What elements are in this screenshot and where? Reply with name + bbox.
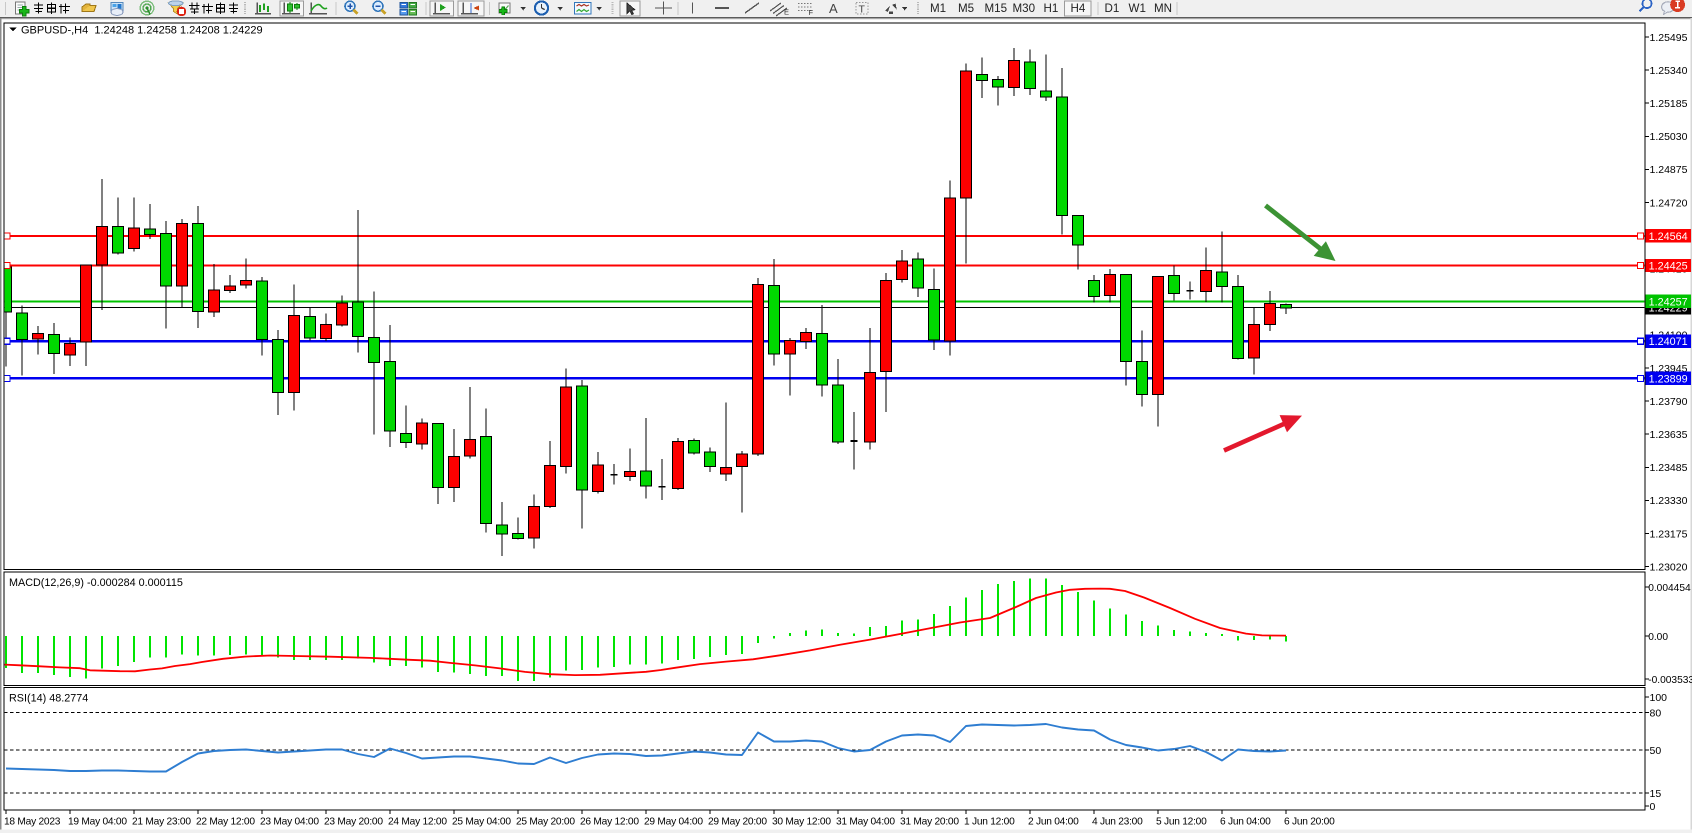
svg-text:15: 15: [1650, 788, 1662, 800]
svg-text:4 Jun 23:00: 4 Jun 23:00: [1092, 817, 1143, 828]
svg-text:1.23790: 1.23790: [1650, 396, 1688, 408]
svg-text:0.00: 0.00: [1648, 632, 1668, 643]
svg-text:1.25185: 1.25185: [1650, 98, 1688, 110]
svg-text:1.23485: 1.23485: [1650, 462, 1688, 474]
svg-text:100: 100: [1650, 692, 1668, 704]
svg-text:MN: MN: [1154, 2, 1172, 15]
svg-text:MACD(12,26,9) -0.000284 0.0001: MACD(12,26,9) -0.000284 0.000115: [9, 577, 183, 589]
svg-text:31 May 20:00: 31 May 20:00: [900, 817, 959, 828]
svg-text:5 Jun 12:00: 5 Jun 12:00: [1156, 817, 1207, 828]
svg-text:M5: M5: [958, 2, 974, 15]
svg-text:H4: H4: [1071, 2, 1086, 15]
svg-text:31 May 04:00: 31 May 04:00: [836, 817, 895, 828]
svg-text:29 May 04:00: 29 May 04:00: [644, 817, 703, 828]
svg-text:M1: M1: [930, 2, 946, 15]
svg-text:1.23175: 1.23175: [1650, 528, 1688, 540]
svg-text:23 May 20:00: 23 May 20:00: [324, 817, 383, 828]
svg-text:1.23330: 1.23330: [1650, 495, 1688, 507]
svg-text:M15: M15: [985, 2, 1008, 15]
svg-text:26 May 12:00: 26 May 12:00: [580, 817, 639, 828]
svg-text:1.23635: 1.23635: [1650, 429, 1688, 441]
svg-text:1 Jun 12:00: 1 Jun 12:00: [964, 817, 1015, 828]
svg-text:1.25030: 1.25030: [1650, 131, 1688, 143]
svg-text:1.24425: 1.24425: [1649, 260, 1688, 272]
svg-text:29 May 20:00: 29 May 20:00: [708, 817, 767, 828]
svg-text:-0.003533: -0.003533: [1648, 675, 1692, 686]
svg-text:6 Jun 04:00: 6 Jun 04:00: [1220, 817, 1271, 828]
svg-text:GBPUSD-,H4 1.24248 1.24258 1.: GBPUSD-,H4 1.24248 1.24258 1.24208 1.242…: [21, 25, 263, 37]
svg-text:1.24875: 1.24875: [1650, 164, 1688, 176]
svg-text:A: A: [829, 1, 838, 16]
svg-text:1.24071: 1.24071: [1649, 336, 1688, 348]
svg-text:23 May 04:00: 23 May 04:00: [260, 817, 319, 828]
svg-text:RSI(14) 48.2774: RSI(14) 48.2774: [9, 693, 88, 705]
svg-text:F: F: [809, 8, 814, 17]
svg-text:25 May 04:00: 25 May 04:00: [452, 817, 511, 828]
svg-text:T: T: [859, 4, 866, 16]
svg-text:0: 0: [1650, 801, 1656, 813]
svg-text:0.004454: 0.004454: [1648, 583, 1691, 594]
svg-text:25 May 20:00: 25 May 20:00: [516, 817, 575, 828]
svg-text:2 Jun 04:00: 2 Jun 04:00: [1028, 817, 1079, 828]
svg-text:1.23020: 1.23020: [1650, 561, 1688, 573]
svg-text:1.24257: 1.24257: [1649, 296, 1688, 308]
svg-text:24 May 12:00: 24 May 12:00: [388, 817, 447, 828]
svg-text:E: E: [784, 8, 789, 17]
svg-text:30 May 12:00: 30 May 12:00: [772, 817, 831, 828]
svg-text:1.25495: 1.25495: [1650, 32, 1688, 44]
svg-text:80: 80: [1650, 707, 1662, 719]
svg-text:D1: D1: [1105, 2, 1120, 15]
svg-text:W1: W1: [1129, 2, 1146, 15]
svg-text:1.23899: 1.23899: [1649, 373, 1688, 385]
svg-text:22 May 12:00: 22 May 12:00: [196, 817, 255, 828]
svg-text:1.25340: 1.25340: [1650, 65, 1688, 77]
svg-text:M30: M30: [1013, 2, 1036, 15]
svg-text:6 Jun 20:00: 6 Jun 20:00: [1284, 817, 1335, 828]
svg-text:1.24564: 1.24564: [1649, 231, 1688, 243]
svg-text:H1: H1: [1044, 2, 1059, 15]
svg-text:50: 50: [1650, 745, 1662, 757]
svg-text:18 May 2023: 18 May 2023: [4, 817, 61, 828]
svg-text:1.24720: 1.24720: [1650, 197, 1688, 209]
svg-text:19 May 04:00: 19 May 04:00: [68, 817, 127, 828]
svg-text:21 May 23:00: 21 May 23:00: [132, 817, 191, 828]
